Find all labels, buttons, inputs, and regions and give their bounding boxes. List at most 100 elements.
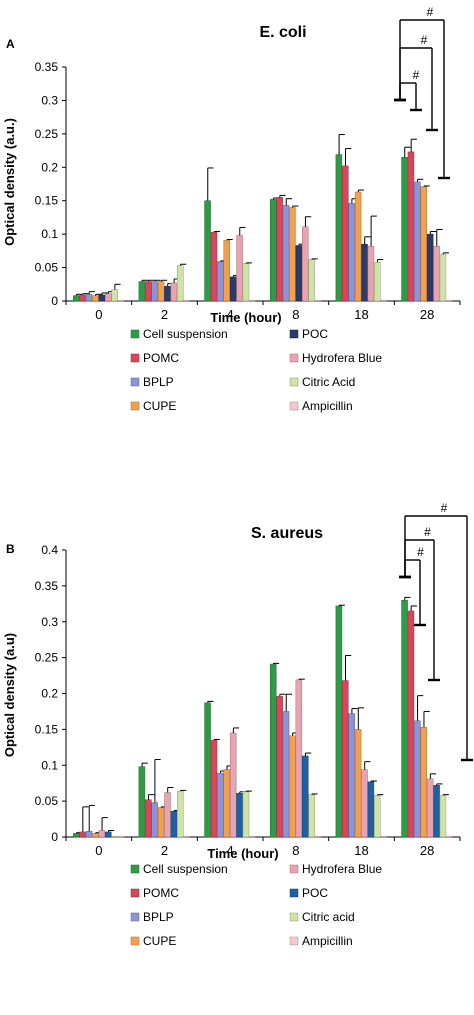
bar [236, 235, 243, 302]
significance-mark: # [417, 545, 424, 559]
bar [204, 702, 211, 838]
bar [72, 295, 80, 302]
legend-swatch [130, 329, 140, 339]
bar [314, 299, 322, 302]
legend-swatch [130, 936, 140, 946]
x-tick-label: 8 [292, 843, 299, 858]
y-tick-label: 0.3 [41, 93, 58, 107]
x-tick-label: 0 [95, 843, 102, 858]
y-tick-label: 0.1 [41, 227, 58, 241]
bar [269, 199, 277, 302]
x-tick-label: 28 [420, 307, 434, 322]
y-tick-label: 0.25 [35, 127, 59, 141]
legend-label: POC [302, 886, 328, 900]
bar [367, 781, 375, 838]
y-tick-label: 0 [51, 294, 58, 308]
legend-label: Citric acid [302, 910, 355, 924]
legend-label: Hydrofera Blue [302, 351, 382, 365]
y-tick-label: 0.3 [41, 615, 58, 629]
x-tick-label: 2 [161, 843, 168, 858]
bar [446, 835, 453, 838]
legend-swatch [130, 912, 140, 922]
legend-label: CUPE [143, 399, 176, 413]
bar [79, 831, 86, 838]
bar [157, 281, 165, 302]
bar [223, 769, 231, 838]
bar [138, 281, 146, 302]
bar [335, 154, 343, 302]
bar [98, 294, 106, 302]
panel-a-title: E. coli [259, 24, 306, 41]
x-tick-label: 2 [161, 307, 168, 322]
panel-b: B S. aureus Optical density (a.u) Time (… [2, 501, 473, 948]
bar [295, 679, 303, 838]
legend-swatch [130, 401, 140, 411]
bar [183, 299, 190, 302]
x-tick-label: 4 [227, 843, 234, 858]
bar [407, 610, 415, 838]
legend-label: BPLP [143, 910, 174, 924]
significance-mark: # [421, 33, 428, 47]
bar [301, 755, 309, 838]
panel-a-legend: Cell suspension POC POMC Hydrofera Blue BPLP… [130, 327, 382, 413]
bar [242, 263, 250, 302]
legend-label: Cell suspension [143, 327, 228, 341]
x-tick-label: 18 [354, 843, 368, 858]
bar [229, 732, 237, 838]
bar [380, 835, 387, 838]
panel-b-label: B [6, 542, 15, 556]
bar [177, 265, 184, 302]
legend-swatch [289, 401, 299, 411]
bar [170, 810, 178, 838]
legend-swatch [289, 936, 299, 946]
bar [164, 792, 171, 838]
bar [380, 299, 387, 302]
bar [361, 243, 368, 302]
bar [426, 233, 434, 302]
x-tick-label: 0 [95, 307, 102, 322]
significance-mark: # [413, 68, 420, 82]
bar [308, 794, 315, 838]
panel-a-label: A [6, 37, 15, 51]
bar [282, 205, 290, 302]
x-tick-label: 28 [420, 843, 434, 858]
bar [348, 713, 355, 838]
bar [85, 294, 93, 302]
legend-label: Hydrofera Blue [302, 862, 382, 876]
legend-label: Ampicillin [302, 934, 353, 948]
legend-swatch [289, 329, 299, 339]
y-tick-label: 0.4 [41, 543, 58, 557]
bar [314, 835, 322, 838]
bar [289, 735, 296, 838]
bar [157, 807, 165, 838]
bar [420, 726, 428, 838]
legend-swatch [289, 888, 299, 898]
bar [354, 729, 362, 838]
y-tick-label: 0 [51, 830, 58, 844]
significance-mark: # [441, 501, 448, 515]
y-tick-label: 0.15 [35, 722, 59, 736]
bar [414, 720, 421, 838]
legend-swatch [130, 888, 140, 898]
y-tick-label: 0.35 [35, 60, 59, 74]
panel-b-ylabel: Optical density (a.u) [2, 633, 17, 757]
bar [210, 739, 218, 838]
bar [426, 778, 434, 838]
bar [446, 299, 453, 302]
bar [111, 835, 118, 838]
x-tick-label: 4 [227, 307, 234, 322]
bar [164, 286, 171, 302]
bar [361, 769, 368, 838]
y-tick-label: 0.05 [35, 261, 59, 275]
bar [98, 830, 106, 838]
bar [342, 165, 349, 302]
bar [249, 835, 256, 838]
bar [138, 766, 146, 838]
legend-swatch [130, 864, 140, 874]
bar [308, 259, 315, 302]
panel-a: A E. coli Optical density (a.u.) Time (h… [2, 5, 461, 413]
bar [170, 282, 178, 302]
panel-a-significance-brackets: # # # [394, 5, 450, 180]
panel-b-title: S. aureus [251, 525, 323, 542]
legend-label: Citric Acid [302, 375, 355, 389]
